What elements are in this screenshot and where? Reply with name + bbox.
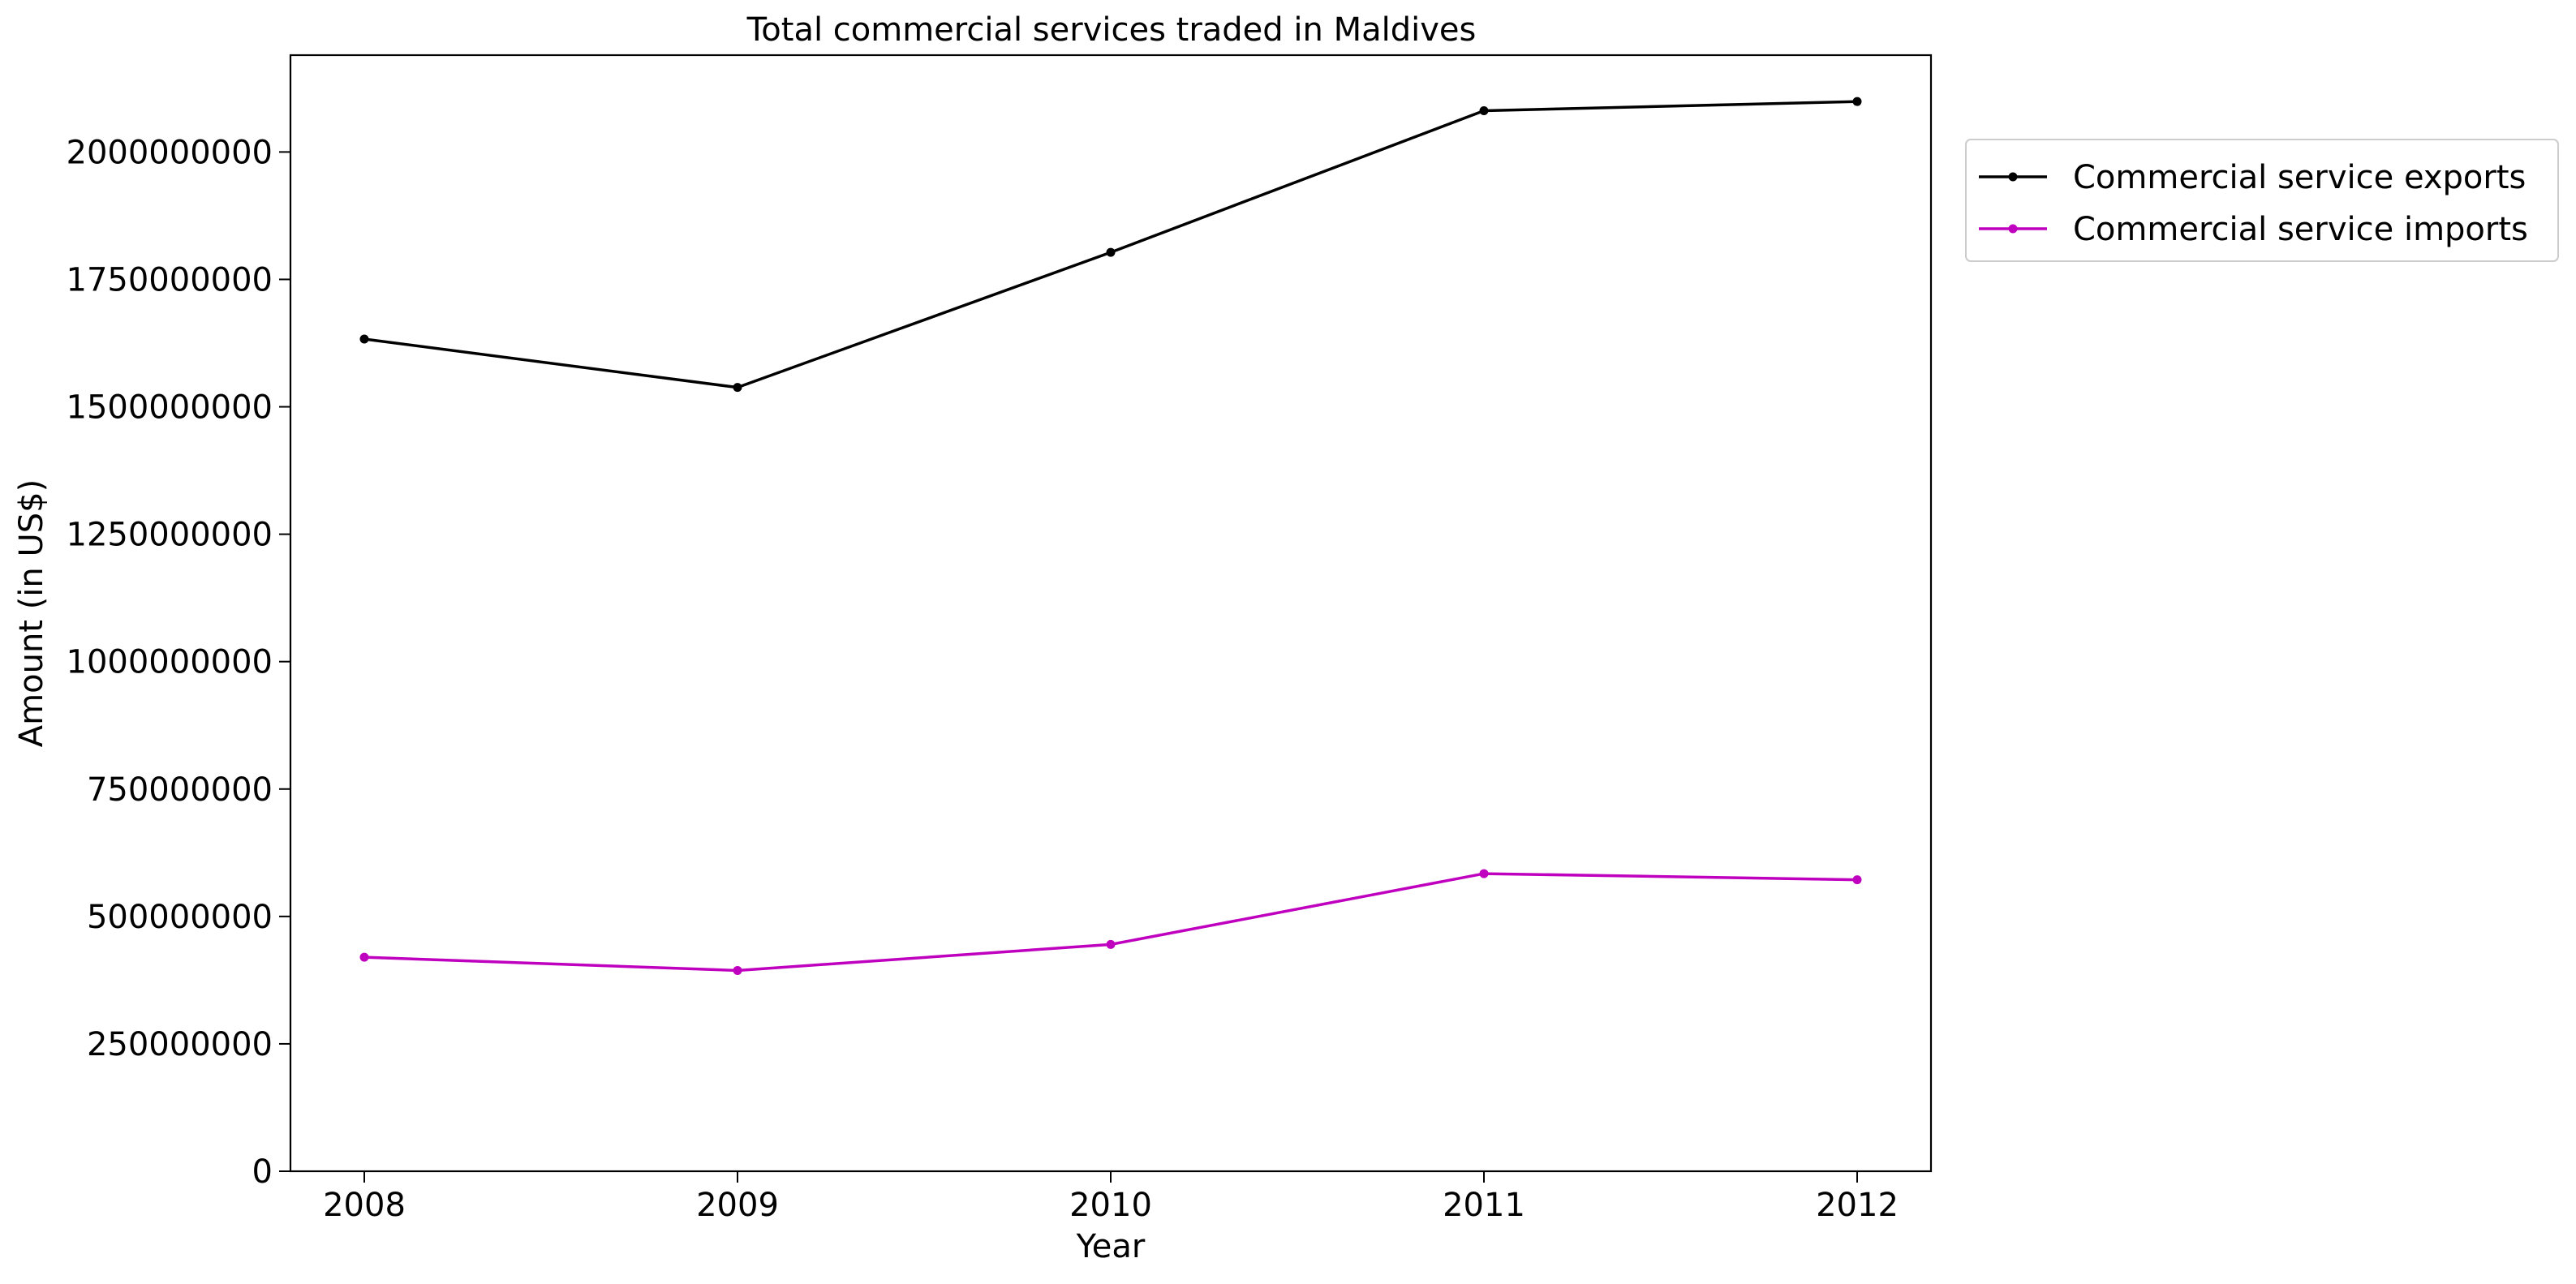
y-tick-label-0: 0 <box>252 1153 273 1191</box>
x-tick-label-2012: 2012 <box>1816 1187 1899 1224</box>
data-point-1-2008 <box>359 952 369 962</box>
data-point-1-2011 <box>1479 869 1489 878</box>
data-point-1-2010 <box>1106 939 1116 949</box>
data-point-1-2009 <box>733 965 742 975</box>
data-point-0-2008 <box>359 334 369 344</box>
x-tick-label-2009: 2009 <box>696 1187 779 1224</box>
legend-frame <box>1965 139 2559 262</box>
x-axis-label: Year <box>1076 1228 1146 1265</box>
y-tick-label-3: 750000000 <box>87 771 273 809</box>
x-tick-label-2011: 2011 <box>1443 1187 1525 1224</box>
y-tick-label-8: 2000000000 <box>67 134 273 171</box>
chart-title: Total commercial services traded in Mald… <box>746 11 1477 49</box>
y-tick-label-5: 1250000000 <box>67 517 273 554</box>
legend-marker-imports <box>2008 224 2018 234</box>
x-tick-label-2008: 2008 <box>323 1187 406 1224</box>
legend: Commercial service exports Commercial se… <box>1965 139 2559 262</box>
y-tick-label-1: 250000000 <box>87 1026 273 1063</box>
y-tick-label-2: 500000000 <box>87 899 273 936</box>
data-point-1-2012 <box>1852 875 1862 885</box>
data-point-0-2009 <box>733 383 742 393</box>
y-axis-label: Amount (in US$) <box>13 479 50 747</box>
data-point-0-2011 <box>1479 105 1489 115</box>
x-tick-label-2010: 2010 <box>1069 1187 1152 1224</box>
data-point-0-2010 <box>1106 247 1116 257</box>
legend-marker-exports <box>2008 172 2018 182</box>
x-axis: 2008 2009 2010 2011 2012 <box>323 1171 1899 1224</box>
data-point-0-2012 <box>1852 97 1862 106</box>
legend-label-imports: Commercial service imports <box>2073 211 2528 248</box>
y-axis: 0 250000000 500000000 750000000 1000000000 12… <box>67 134 290 1191</box>
y-tick-label-4: 1000000000 <box>67 644 273 681</box>
y-tick-label-6: 1500000000 <box>67 389 273 427</box>
legend-label-exports: Commercial service exports <box>2073 159 2526 196</box>
y-tick-label-7: 1750000000 <box>67 261 273 298</box>
series-layer <box>359 97 1862 975</box>
